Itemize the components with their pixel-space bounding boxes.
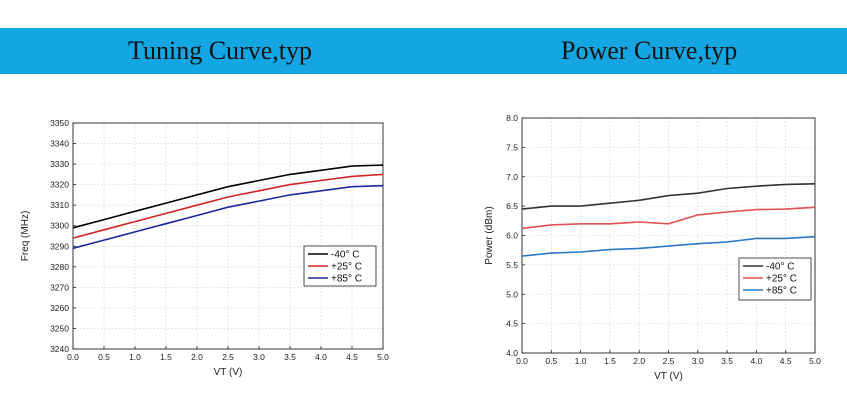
y-tick-label: 5.5 [506, 260, 518, 270]
tuning-curve-title: Tuning Curve,typ [128, 36, 312, 65]
series-line-3 [72, 184, 384, 250]
x-tick-label: 2.0 [191, 352, 203, 362]
x-tick-label: 4.5 [780, 356, 792, 366]
legend: -40° C+25° C+85° C [303, 245, 377, 287]
y-tick-label: 3340 [50, 139, 69, 149]
y-tick-label: 7.0 [506, 172, 518, 182]
y-tick-label: 4.0 [506, 348, 518, 358]
legend-label-1: -40° C [766, 262, 794, 273]
title-banner: Tuning Curve,typ Power Curve,typ [0, 28, 847, 74]
power-curve-title: Power Curve,typ [561, 36, 738, 65]
y-tick-label: 3330 [50, 159, 69, 169]
series-line-1 [521, 183, 816, 210]
x-tick-label: 0.0 [516, 356, 528, 366]
x-axis-label: VT (V) [654, 371, 683, 382]
series-line-2 [521, 206, 816, 230]
x-tick-label: 2.5 [222, 352, 234, 362]
y-tick-label: 3310 [50, 200, 69, 210]
legend: -40° C+25° C+85° C [738, 257, 812, 301]
y-tick-label: 3320 [50, 180, 69, 190]
series-line-2 [72, 173, 384, 239]
x-tick-label: 1.5 [160, 352, 172, 362]
y-tick-label: 3240 [50, 344, 69, 354]
x-tick-label: 4.0 [750, 356, 762, 366]
x-axis-label: VT (V) [214, 367, 243, 378]
y-tick-label: 3300 [50, 221, 69, 231]
y-axis-label: Freq (MHz) [20, 211, 31, 262]
y-tick-label: 3280 [50, 262, 69, 272]
y-tick-label: 8.0 [506, 113, 518, 123]
x-tick-label: 5.0 [377, 352, 389, 362]
x-tick-label: 3.5 [284, 352, 296, 362]
y-tick-label: 6.5 [506, 201, 518, 211]
legend-label-3: +85° C [766, 286, 797, 297]
x-tick-label: 0.0 [67, 352, 79, 362]
legend-label-1: -40° C [331, 250, 359, 261]
series-line-3 [521, 235, 816, 257]
x-tick-label: 1.5 [604, 356, 616, 366]
x-tick-label: 4.5 [346, 352, 358, 362]
y-tick-label: 3250 [50, 323, 69, 333]
x-tick-label: 5.0 [809, 356, 821, 366]
x-tick-label: 3.0 [692, 356, 704, 366]
y-tick-label: 3260 [50, 303, 69, 313]
y-tick-label: 4.5 [506, 319, 518, 329]
y-axis-label: Power (dBm) [484, 206, 495, 264]
y-tick-label: 3270 [50, 282, 69, 292]
x-tick-label: 2.0 [633, 356, 645, 366]
legend-label-3: +85° C [331, 274, 362, 285]
y-tick-label: 5.0 [506, 289, 518, 299]
legend-box [738, 257, 812, 301]
x-tick-label: 4.0 [315, 352, 327, 362]
y-tick-label: 3290 [50, 241, 69, 251]
x-tick-label: 2.5 [663, 356, 675, 366]
x-tick-label: 0.5 [545, 356, 557, 366]
x-tick-label: 3.5 [721, 356, 733, 366]
x-tick-label: 1.0 [575, 356, 587, 366]
x-tick-label: 1.0 [129, 352, 141, 362]
legend-label-2: +25° C [766, 274, 797, 285]
y-tick-label: 6.0 [506, 231, 518, 241]
grid-lines [521, 117, 816, 354]
x-tick-label: 3.0 [253, 352, 265, 362]
y-tick-label: 3350 [50, 118, 69, 128]
x-tick-label: 0.5 [98, 352, 110, 362]
legend-label-2: +25° C [331, 262, 362, 273]
series-line-1 [72, 164, 384, 229]
y-tick-label: 7.5 [506, 142, 518, 152]
